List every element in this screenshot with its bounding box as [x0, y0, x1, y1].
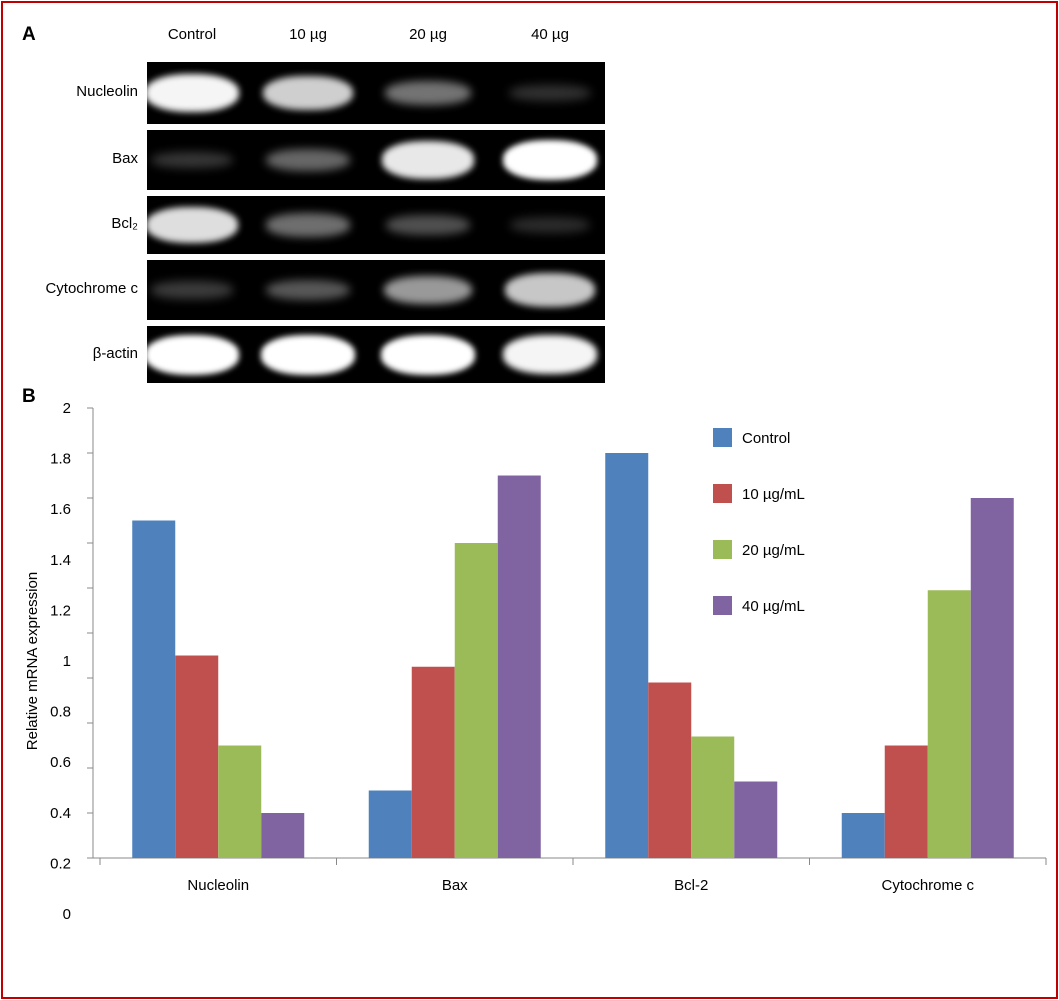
legend-label: 20 µg/mL: [742, 542, 805, 559]
y-tick-label: 2: [63, 400, 71, 417]
legend-label: 10 µg/mL: [742, 486, 805, 503]
bar: [841, 813, 885, 858]
bar: [411, 666, 455, 858]
y-tick-label: 1.6: [50, 501, 71, 518]
bar: [927, 590, 971, 858]
y-tick-label: 1.4: [50, 552, 71, 569]
gel-strip: [147, 326, 605, 383]
gel-band: [503, 335, 597, 374]
bar: [691, 736, 735, 858]
bar: [605, 453, 649, 858]
gel-band: [504, 273, 596, 307]
legend-label: Control: [742, 430, 790, 447]
x-tick-label: Cytochrome c: [881, 877, 974, 894]
legend-label: 40 µg/mL: [742, 598, 805, 615]
bar: [368, 790, 412, 858]
gel-strip: [147, 260, 605, 320]
legend-swatch: [713, 596, 732, 615]
bar: [648, 682, 692, 858]
y-tick-label: 1.8: [50, 451, 71, 468]
bar: [175, 655, 219, 858]
gel-band: [147, 334, 239, 375]
bar: [734, 781, 778, 858]
panel-a-label: A: [22, 24, 36, 45]
lane-label: 40 µg: [531, 26, 569, 43]
bar: [884, 745, 928, 858]
legend-swatch: [713, 540, 732, 559]
y-tick-label: 0.2: [50, 855, 71, 872]
gel-band: [147, 73, 239, 113]
gel-strip: [147, 62, 605, 124]
panel-b-label: B: [22, 386, 36, 407]
gene-label: β-actin: [92, 344, 138, 362]
gel-band: [384, 275, 472, 305]
gel-strip: [147, 130, 605, 190]
y-tick-label: 0.8: [50, 704, 71, 721]
gel-band: [503, 140, 597, 180]
gel-strip: [147, 196, 605, 254]
y-axis-title: Relative mRNA expression: [24, 572, 41, 750]
lane-label: 20 µg: [409, 26, 447, 43]
gel-band: [266, 279, 350, 301]
bar: [454, 543, 498, 858]
y-tick-label: 0.6: [50, 754, 71, 771]
bar: [497, 475, 541, 858]
gel-band: [509, 84, 591, 102]
y-tick-label: 1.2: [50, 602, 71, 619]
y-tick-label: 0.4: [50, 805, 71, 822]
gene-label: Bcl₂: [111, 215, 138, 232]
y-tick-label: 0: [63, 906, 71, 923]
bar: [970, 498, 1014, 858]
gel-band: [262, 75, 354, 111]
gel-band: [385, 81, 471, 105]
gel-band: [386, 215, 470, 235]
gel-band: [509, 217, 591, 233]
bar: [261, 813, 305, 858]
gene-label: Cytochrome c: [45, 280, 138, 297]
gel-band: [381, 141, 475, 179]
gel-band: [151, 281, 233, 299]
legend-swatch: [713, 484, 732, 503]
gene-label: Bax: [112, 150, 138, 167]
gel-band: [151, 151, 233, 169]
x-tick-label: Nucleolin: [187, 877, 249, 894]
lane-label: Control: [167, 26, 217, 43]
lane-label: 10 µg: [289, 26, 327, 43]
gene-label: Nucleolin: [76, 83, 138, 100]
bar: [132, 520, 176, 858]
bar: [218, 745, 262, 858]
gel-band: [147, 206, 238, 244]
x-tick-label: Bax: [442, 877, 468, 894]
legend-swatch: [713, 428, 732, 447]
y-tick-label: 1: [63, 653, 71, 670]
gel-band: [265, 148, 351, 172]
gel-band: [381, 334, 475, 375]
x-tick-label: Bcl-2: [674, 877, 708, 894]
gel-band: [261, 334, 355, 375]
gel-band: [265, 213, 351, 237]
